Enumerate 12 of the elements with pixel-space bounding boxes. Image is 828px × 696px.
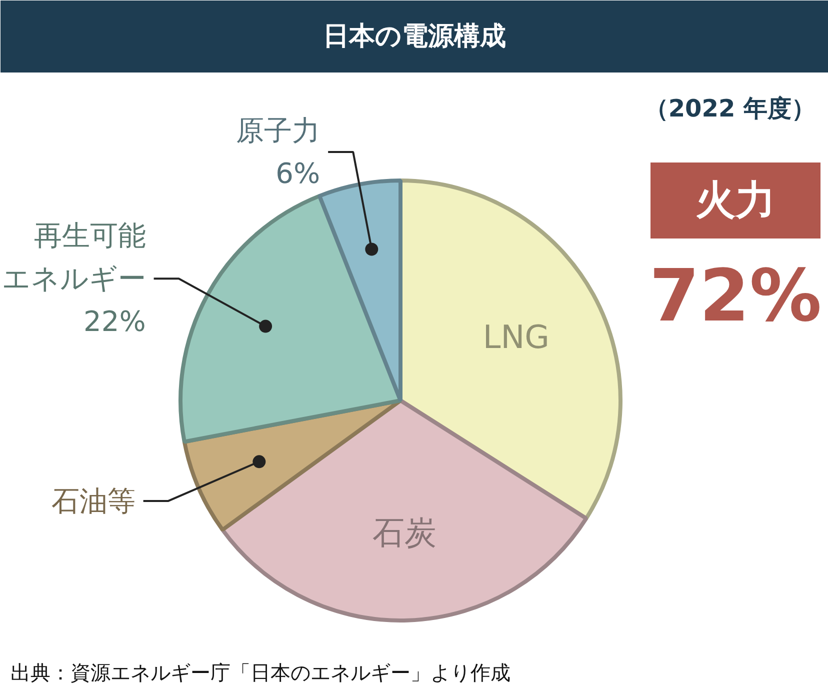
slice-label: 石炭 <box>372 513 437 552</box>
source-note: 出典：資源エネルギー庁「日本のエネルギー」より作成 <box>10 660 510 684</box>
text: 火力 <box>696 178 776 224</box>
chart-title: 日本の電源構成 <box>323 22 506 52</box>
text: 72% <box>649 254 822 338</box>
slice-label: LNG <box>482 318 550 356</box>
data-label: 22% <box>84 305 146 338</box>
slice-label: 再生可能エネルギー <box>2 219 146 296</box>
slice-label: 石油等 <box>51 484 136 518</box>
slice-label: 原子力 <box>236 114 320 148</box>
data-label: 6% <box>276 156 320 190</box>
text: （2022 年度） <box>644 94 816 122</box>
